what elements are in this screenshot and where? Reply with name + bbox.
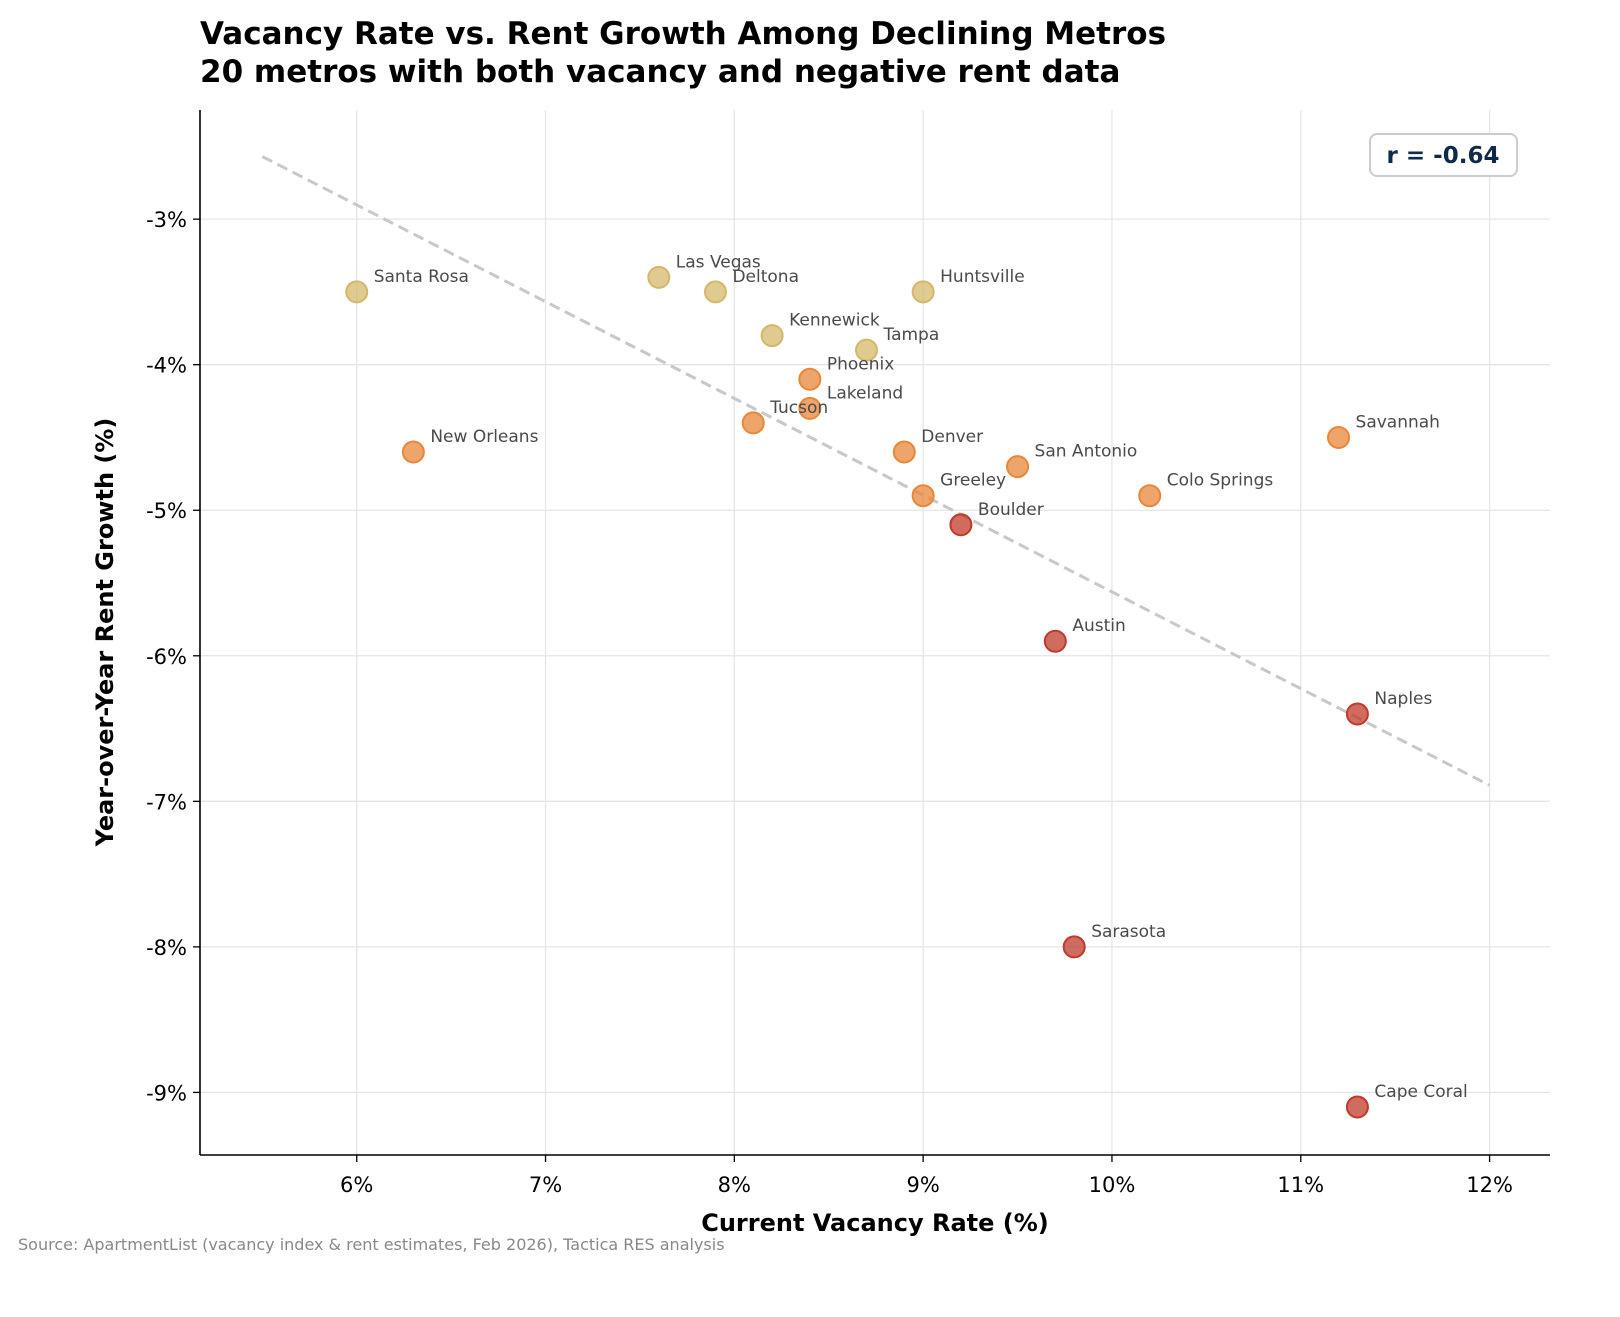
data-point xyxy=(703,280,727,304)
point-label: Sarasota xyxy=(1091,922,1166,942)
point-label: Kennewick xyxy=(789,311,880,331)
point-label: Santa Rosa xyxy=(374,267,469,287)
y-tick-label: -9% xyxy=(146,1081,187,1105)
point-label: New Orleans xyxy=(430,427,538,447)
data-point xyxy=(911,280,935,304)
y-axis-label: Year-over-Year Rent Growth (%) xyxy=(91,418,119,848)
point-label: Naples xyxy=(1374,689,1432,709)
point-label: San Antonio xyxy=(1035,442,1138,462)
point-label: Tampa xyxy=(883,325,940,345)
data-point xyxy=(345,280,369,304)
x-tick-label: 7% xyxy=(529,1173,562,1197)
point-label: Lakeland xyxy=(827,383,903,403)
grid xyxy=(200,110,1550,1155)
data-point xyxy=(949,513,973,537)
data-point xyxy=(760,324,784,348)
trend-layer xyxy=(261,155,1491,787)
data-point xyxy=(892,440,916,464)
data-point xyxy=(741,411,765,435)
chart-subtitle: 20 metros with both vacancy and negative… xyxy=(200,54,1120,90)
point-label: Colo Springs xyxy=(1167,471,1274,491)
point-label: Denver xyxy=(921,427,983,447)
point-label: Austin xyxy=(1072,616,1125,636)
data-point xyxy=(1006,455,1030,479)
data-point xyxy=(1345,1095,1369,1119)
y-tick-label: -8% xyxy=(146,936,187,960)
data-point xyxy=(855,338,879,362)
point-label: Las Vegas xyxy=(676,252,761,272)
point-label: Savannah xyxy=(1356,412,1440,432)
y-tick-label: -3% xyxy=(146,208,187,232)
data-point xyxy=(798,396,822,420)
trend-line xyxy=(261,155,1491,787)
y-tick-label: -5% xyxy=(146,499,187,523)
y-tick-label: -4% xyxy=(146,354,187,378)
x-tick-label: 9% xyxy=(906,1173,939,1197)
data-point xyxy=(1043,629,1067,653)
points-layer xyxy=(345,265,1369,1119)
data-point xyxy=(1327,425,1351,449)
data-point xyxy=(1345,702,1369,726)
source-note: Source: ApartmentList (vacancy index & r… xyxy=(18,1235,725,1254)
data-point xyxy=(798,367,822,391)
correlation-text: r = -0.64 xyxy=(1387,143,1500,169)
data-point xyxy=(401,440,425,464)
y-tick-label: -7% xyxy=(146,790,187,814)
point-label: Huntsville xyxy=(940,267,1025,287)
data-point xyxy=(1138,484,1162,508)
data-point xyxy=(1062,935,1086,959)
ticks-layer: 6% 7% 8% 9% 10% 11% 12% -3% -4% -5% -6% -7% -8% -9% xyxy=(146,208,1513,1197)
x-tick-label: 10% xyxy=(1089,1173,1136,1197)
point-label: Tucson xyxy=(769,398,828,418)
point-label: Boulder xyxy=(978,500,1044,520)
x-tick-label: 6% xyxy=(340,1173,373,1197)
x-axis-label: Current Vacancy Rate (%) xyxy=(701,1209,1049,1237)
y-tick-label: -6% xyxy=(146,645,187,669)
x-tick-label: 8% xyxy=(718,1173,751,1197)
point-label: Deltona xyxy=(732,267,799,287)
x-tick-label: 11% xyxy=(1277,1173,1324,1197)
point-label: Greeley xyxy=(940,471,1006,491)
data-point xyxy=(911,484,935,508)
data-point xyxy=(647,265,671,289)
point-label: Cape Coral xyxy=(1374,1082,1467,1102)
x-tick-label: 12% xyxy=(1466,1173,1513,1197)
correlation-annotation: r = -0.64 xyxy=(1369,133,1518,177)
point-label: Phoenix xyxy=(827,354,894,374)
chart-title: Vacancy Rate vs. Rent Growth Among Decli… xyxy=(200,16,1166,52)
